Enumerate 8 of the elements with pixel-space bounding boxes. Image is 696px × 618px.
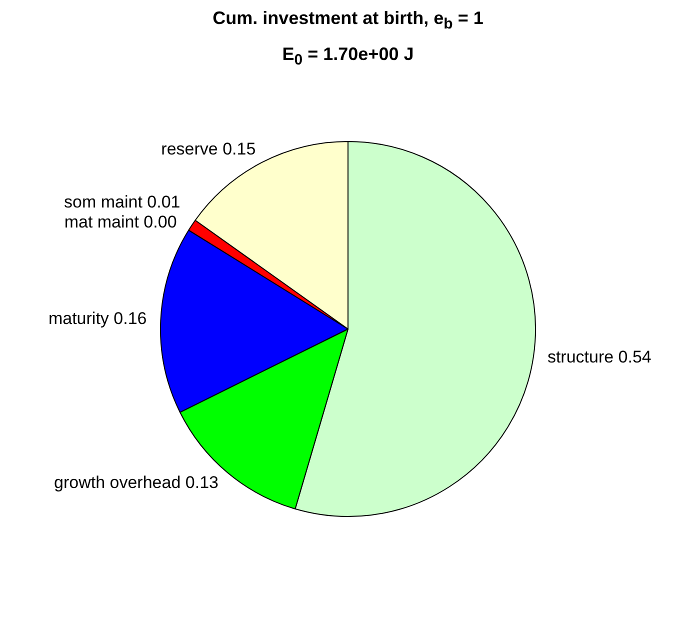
slice-label: structure 0.54 <box>547 347 652 366</box>
slice-label: growth overhead 0.13 <box>54 473 218 492</box>
category-label: mat maint 0.00 <box>64 212 177 232</box>
slice-label: maturity 0.16 <box>48 309 147 328</box>
chart-title: Cum. investment at birth, e$_{b}$ = 1 <box>212 8 484 33</box>
chart-subtitle: E$_{0}$ = 1.70e+00 J <box>281 44 415 69</box>
slice-label: reserve 0.15 <box>161 140 256 159</box>
slice-label: som maint 0.01 <box>64 192 180 212</box>
